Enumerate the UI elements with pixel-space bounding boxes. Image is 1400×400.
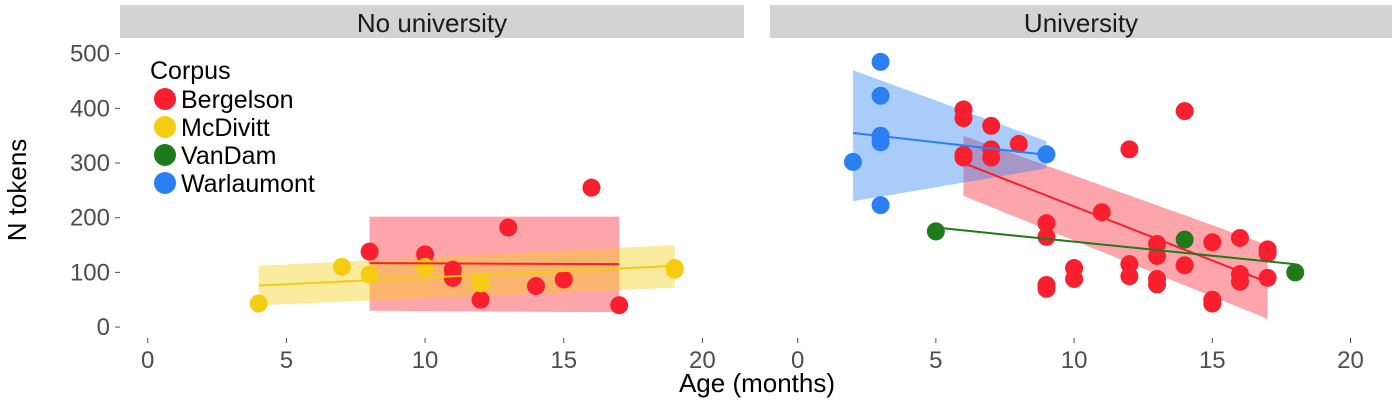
data-point-bergelson — [416, 245, 435, 264]
legend-title: Corpus — [150, 57, 231, 85]
ci-ribbon-bergelson — [963, 135, 1268, 319]
data-point-bergelson — [1203, 233, 1222, 252]
y-tick-label: 400 — [70, 95, 110, 122]
data-point-bergelson — [582, 178, 601, 197]
data-point-bergelson — [1065, 269, 1084, 288]
data-point-mcdivitt — [332, 257, 351, 276]
legend-key-bergelson — [154, 88, 176, 110]
facet-strip-label: University — [1024, 8, 1138, 38]
data-point-vandam — [1286, 263, 1305, 282]
x-tick-label: 15 — [1199, 347, 1226, 374]
legend-key-warlaumont — [154, 172, 176, 194]
legend-label-warlaumont: Warlaumont — [181, 170, 315, 198]
data-point-bergelson — [527, 277, 545, 296]
legend-label-bergelson: Bergelson — [181, 86, 294, 114]
data-point-bergelson — [360, 242, 379, 261]
y-tick-label: 500 — [70, 41, 110, 68]
fit-line-warlaumont — [852, 131, 1047, 156]
fit-line-bergelson — [369, 262, 620, 266]
facet-strip-label: No university — [357, 8, 507, 38]
y-axis-title: N tokens — [2, 139, 32, 242]
data-point-bergelson — [1230, 272, 1249, 291]
data-point-warlaumont — [871, 86, 890, 105]
y-tick-label: 100 — [70, 259, 110, 286]
facet-strip — [770, 5, 1392, 38]
data-point-bergelson — [1037, 279, 1056, 298]
x-tick-label: 10 — [412, 347, 439, 374]
data-point-bergelson — [954, 109, 973, 128]
data-point-bergelson — [1148, 275, 1167, 294]
x-tick-label: 0 — [141, 347, 154, 374]
x-tick-label: 10 — [1061, 347, 1088, 374]
data-point-vandam — [1175, 230, 1194, 249]
legend-key-mcdivitt — [154, 116, 176, 138]
data-point-bergelson — [1092, 203, 1111, 222]
legend-key-vandam — [154, 144, 176, 166]
y-tick-label: 0 — [97, 314, 110, 341]
data-point-bergelson — [610, 296, 629, 315]
data-point-bergelson — [1175, 256, 1194, 275]
facet-strip — [120, 5, 744, 38]
data-point-mcdivitt — [471, 274, 490, 293]
panel-university: University 0 5 10 15 20 — [770, 5, 1392, 374]
data-point-bergelson — [1037, 227, 1056, 246]
data-point-warlaumont — [843, 152, 862, 171]
data-point-bergelson — [443, 268, 462, 287]
data-point-bergelson — [1203, 294, 1222, 313]
x-axis-title: Age (months) — [679, 368, 835, 398]
data-point-bergelson — [1175, 102, 1194, 121]
data-point-warlaumont — [871, 196, 890, 215]
data-point-bergelson — [982, 148, 1001, 167]
fit-line-bergelson — [963, 162, 1268, 284]
data-point-warlaumont — [871, 133, 890, 152]
data-point-bergelson — [982, 116, 1001, 135]
legend-label-vandam: VanDam — [181, 142, 276, 170]
x-tick-label: 5 — [929, 347, 942, 374]
data-point-bergelson — [1037, 214, 1056, 233]
data-point-mcdivitt — [249, 294, 268, 313]
legend-label-mcdivitt: McDivitt — [181, 114, 270, 142]
ci-ribbon-warlaumont — [852, 70, 1047, 202]
fit-line-vandam — [935, 226, 1296, 266]
data-point-bergelson — [554, 270, 573, 289]
x-tick-label: 20 — [689, 347, 716, 374]
data-point-bergelson — [1258, 244, 1277, 263]
data-point-bergelson — [1120, 140, 1139, 159]
data-point-bergelson — [1120, 267, 1139, 286]
data-point-bergelson — [1230, 228, 1249, 247]
x-tick-label: 20 — [1337, 347, 1364, 374]
data-point-warlaumont — [871, 52, 890, 71]
x-tick-label: 5 — [280, 347, 293, 374]
fit-line-mcdivitt — [258, 264, 675, 287]
data-point-bergelson — [954, 148, 973, 167]
data-point-bergelson — [499, 218, 518, 237]
data-point-bergelson — [1258, 268, 1277, 287]
x-tick-label: 0 — [791, 347, 804, 374]
data-point-vandam — [926, 222, 945, 241]
x-tick-label: 15 — [550, 347, 577, 374]
y-tick-label: 200 — [70, 205, 110, 232]
data-point-mcdivitt — [665, 259, 684, 278]
y-tick-label: 300 — [70, 150, 110, 177]
data-point-bergelson — [1009, 134, 1028, 153]
data-point-mcdivitt — [416, 257, 435, 276]
data-point-bergelson — [471, 290, 490, 309]
